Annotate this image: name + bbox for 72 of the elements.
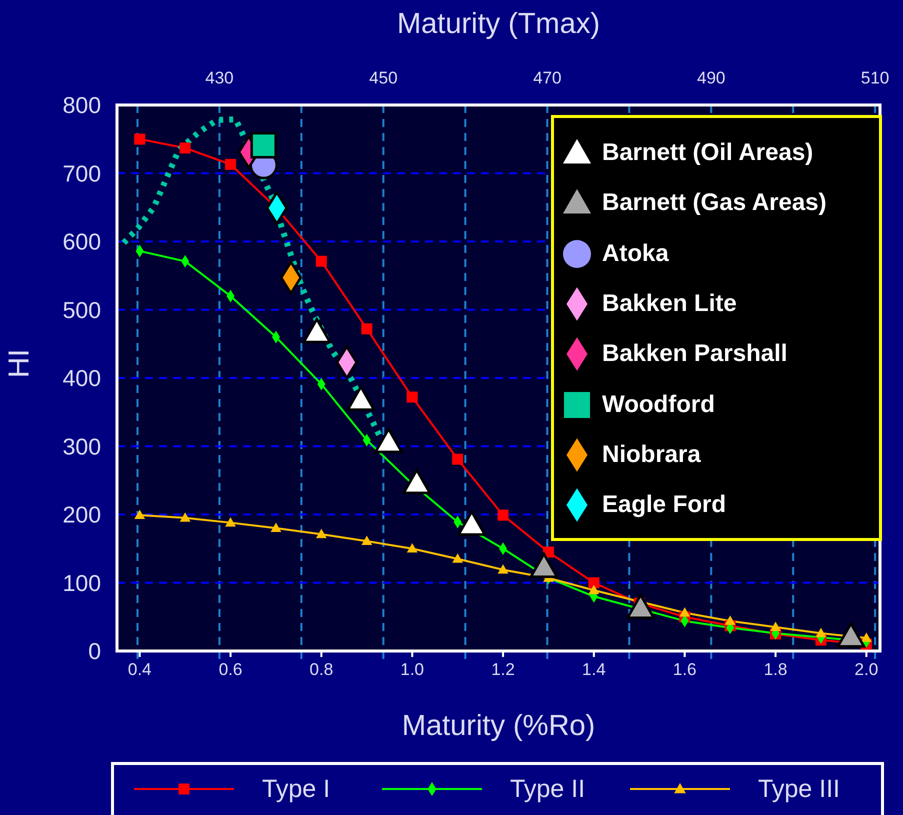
point xyxy=(316,529,326,538)
point xyxy=(346,386,376,411)
x-tick-label: 0.6 xyxy=(218,660,242,680)
point xyxy=(362,536,372,545)
point xyxy=(725,616,736,625)
x-tick-label: 1.4 xyxy=(582,660,606,680)
y-tick-label: 600 xyxy=(62,228,101,255)
y-tick-label: 800 xyxy=(62,92,101,118)
x-tick-label: 0.8 xyxy=(310,660,334,680)
y-tick-label: 200 xyxy=(62,502,101,528)
point xyxy=(498,510,509,521)
point xyxy=(861,633,872,642)
point xyxy=(134,134,146,145)
point xyxy=(180,142,191,154)
point xyxy=(452,554,463,563)
legend-label: Barnett (Gas Areas) xyxy=(602,189,827,218)
x2-tick-label: 470 xyxy=(533,68,562,88)
legend-label: Bakken Lite xyxy=(602,290,737,318)
legend-label: Type III xyxy=(758,774,840,804)
point xyxy=(225,158,236,170)
point xyxy=(770,622,781,631)
point xyxy=(302,318,332,344)
point xyxy=(374,428,403,454)
point xyxy=(452,454,464,465)
point xyxy=(680,615,689,627)
point xyxy=(134,510,145,520)
point xyxy=(530,552,558,578)
x2-tick-label: 430 xyxy=(205,68,234,88)
y-axis-title: HI xyxy=(3,349,36,378)
x2-tick-label: 450 xyxy=(369,68,398,88)
point xyxy=(816,628,826,638)
legend-label: Barnett (Oil Areas) xyxy=(602,139,814,168)
point xyxy=(588,577,600,588)
x-tick-label: 2.0 xyxy=(854,660,878,680)
x2-axis-title: Maturity (Tmax) xyxy=(397,8,600,40)
y-tick-label: 400 xyxy=(62,365,101,392)
y-tick-label: 300 xyxy=(62,433,101,460)
point xyxy=(680,608,690,617)
point xyxy=(180,512,190,522)
y-tick-label: 100 xyxy=(62,570,101,596)
x-axis-title: Maturity (%Ro) xyxy=(402,710,596,742)
point xyxy=(498,564,508,574)
point xyxy=(136,245,144,257)
y-tick-label: 0 xyxy=(88,638,101,664)
point xyxy=(226,518,236,527)
legend-label: Atoka xyxy=(602,240,669,268)
point xyxy=(626,594,655,620)
x-tick-label: 1.0 xyxy=(400,660,424,680)
point xyxy=(457,510,486,536)
y-tick-label: 500 xyxy=(62,296,101,323)
x-tick-label: 1.2 xyxy=(491,660,515,680)
x2-tick-label: 490 xyxy=(696,68,726,88)
x-tick-label: 1.8 xyxy=(764,660,788,680)
y-tick-label: 700 xyxy=(62,160,101,186)
point xyxy=(402,468,431,494)
point xyxy=(316,256,327,267)
point xyxy=(588,585,599,594)
x-tick-label: 0.4 xyxy=(128,660,152,680)
legend-label: Type II xyxy=(510,774,586,804)
point xyxy=(361,323,372,334)
point xyxy=(406,392,418,403)
point xyxy=(270,523,281,532)
x-tick-label: 1.6 xyxy=(672,660,697,680)
legend-label: Bakken Parshall xyxy=(602,340,788,368)
point xyxy=(250,132,277,159)
legend-label: Eagle Ford xyxy=(602,491,726,520)
x2-tick-label: 510 xyxy=(860,68,890,88)
point xyxy=(836,622,866,648)
legend-label: Type I xyxy=(262,774,330,804)
legend-label: Woodford xyxy=(602,390,715,419)
point xyxy=(407,544,418,552)
legend-label: Niobrara xyxy=(602,440,701,469)
